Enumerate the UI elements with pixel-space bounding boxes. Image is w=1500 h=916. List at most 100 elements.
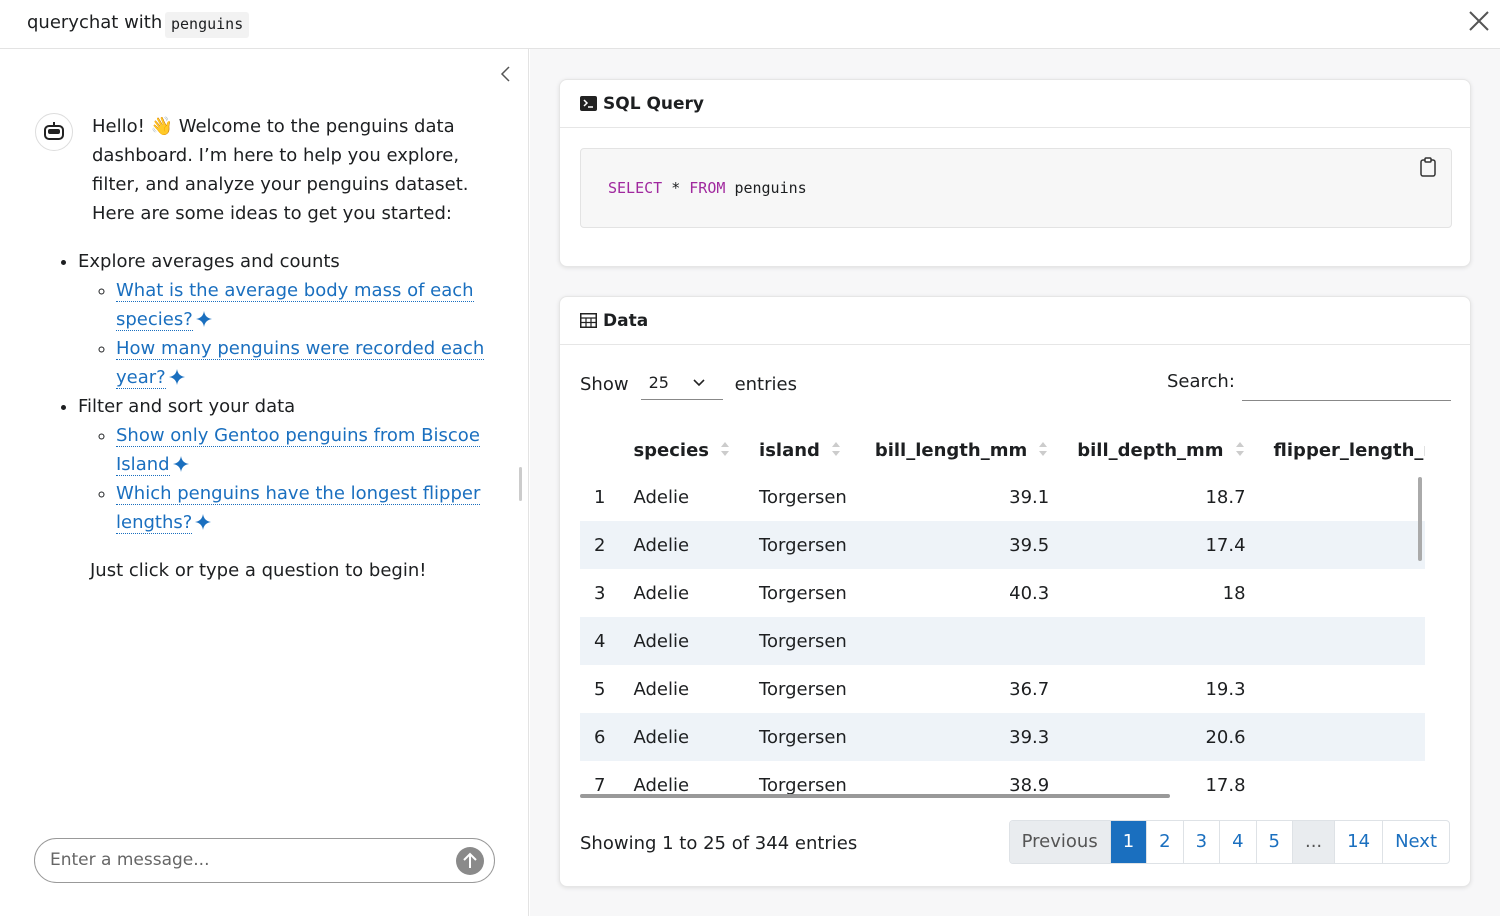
dropdown-arrow [693,379,705,387]
header: querychat with penguins [0,0,1500,49]
table-cell: 19.3 [1205,678,1246,700]
table-row: 7 Adelie Torgersen 38.9 17.8 181 [580,761,1425,800]
suggestion-link[interactable]: What is the average body mass of each sp… [116,280,474,331]
page-length-select[interactable]: 25 [640,369,723,400]
table-icon [580,313,597,328]
data-card-title: Data [603,310,649,331]
page-button[interactable]: 4 [1219,821,1255,863]
sql-code: SELECT * FROM penguins [580,148,1452,228]
close-button[interactable] [1468,10,1490,32]
sql-card-header: SQL Query [560,80,1470,128]
suggestion-link[interactable]: How many penguins were recorded each yea… [116,338,485,389]
column-header[interactable]: flipper_length_mm [1260,425,1425,473]
vertical-scrollbar[interactable] [1418,477,1422,561]
page-length: 25 [648,373,669,392]
table-row: 1 Adelie Torgersen 39.1 18.7 181 [580,473,1425,521]
suggestion-item: How many penguins were recorded each yea… [116,334,492,392]
page-button[interactable]: 5 [1255,821,1292,863]
table-cell: Adelie [633,678,690,700]
page-button[interactable]: 3 [1182,821,1219,863]
send-button[interactable] [456,847,484,875]
length-control: Show 25 entries [580,369,797,400]
suggestion-group: Explore averages and counts What is the a… [78,247,492,392]
table-cell: 195 [1260,569,1425,617]
table-cell: 39.1 [1009,486,1050,508]
greeting: Hello! 👋 Welcome to the penguins data da… [92,116,469,224]
row-index: 3 [594,582,606,604]
sparkle-icon [168,369,185,385]
table-cell: 181 [1260,761,1425,800]
column-header[interactable]: bill_depth_mm [1063,425,1259,473]
column-header[interactable]: bill_length_mm [861,425,1063,473]
sql-operator: * [671,179,681,197]
table-cell: 17.8 [1205,774,1246,796]
column-name: island [759,439,820,461]
sort-icon [831,441,840,456]
horizontal-scrollbar[interactable] [580,794,1170,798]
search-input[interactable] [1242,367,1451,401]
input-placeholder: Enter a message... [50,850,210,870]
table-cell [1063,617,1260,665]
terminal-icon [580,96,597,111]
sql-keyword: FROM [689,179,726,197]
page-button[interactable]: ... [1291,821,1335,863]
suggestion-item: Which penguins have the longest flipper … [116,479,492,537]
suggestion-link[interactable]: Show only Gentoo penguins from Biscoe Is… [116,425,480,476]
suggestion-item: What is the average body mass of each sp… [116,276,492,334]
resize-handle[interactable] [519,467,522,501]
suggestions: What is the average body mass of each sp… [78,276,492,392]
suggestion-item: Show only Gentoo penguins from Biscoe Is… [116,421,492,479]
table-head: species island bill_length_mm bill_depth_mm… [580,425,1425,473]
sort-icon [721,441,730,456]
sql-keyword: SELECT [608,179,663,197]
collapse-button[interactable] [498,65,512,83]
table-row: 5 Adelie Torgersen 36.7 19.3 193 [580,665,1425,713]
table-scroll: species island bill_length_mm bill_depth_mm… [580,425,1425,800]
column-name: flipper_length_mm [1273,439,1425,461]
page-button[interactable]: 1 [1109,821,1147,863]
column-header[interactable]: island [745,425,861,473]
group-label: Filter and sort your data [78,396,296,417]
table-cell: Adelie [633,486,690,508]
column-name: species [633,439,710,461]
sort-icon [1039,441,1048,456]
row-index: 4 [580,617,620,665]
column-name: bill_length_mm [874,439,1028,461]
page-button[interactable]: Previous [1009,821,1110,863]
copy-button[interactable] [1419,157,1437,177]
table-cell: 39.5 [860,521,1064,569]
data-card-header: Data [560,297,1470,345]
table-cell: Torgersen [745,713,861,761]
table-cell: 18 [1222,582,1246,604]
table-cell: Torgersen [745,521,861,569]
table-cell [860,617,1064,665]
table-cell: 38.9 [1009,774,1050,796]
sql-table: penguins [734,179,807,197]
table-cell: 193 [1260,665,1425,713]
table-info: Showing 1 to 25 of 344 entries [580,833,858,854]
column-name: bill_depth_mm [1077,439,1224,461]
closing: Just click or type a question to begin! [90,560,427,581]
page-button[interactable]: Next [1382,821,1449,863]
table-cell: Adelie [619,617,746,665]
assistant-avatar [35,113,73,151]
table-cell: 20.6 [1063,713,1260,761]
sql-card-title: SQL Query [603,93,704,114]
table-cell: 190 [1259,713,1425,761]
row-index: 6 [580,713,620,761]
suggestion-link[interactable]: Which penguins have the longest flipper … [116,483,481,534]
sparkle-icon [195,311,212,327]
page-button[interactable]: 14 [1334,821,1382,863]
index-header [580,425,619,473]
page-button[interactable]: 2 [1146,821,1182,863]
table-cell: 186 [1259,521,1425,569]
table-row: 3 Adelie Torgersen 40.3 18 195 [580,569,1425,617]
pagination: Previous 1 2 3 4 5... 14 Next [1008,820,1450,864]
column-header[interactable]: species [619,425,745,473]
row-index: 2 [580,521,620,569]
message-input[interactable]: Enter a message... [34,838,495,883]
